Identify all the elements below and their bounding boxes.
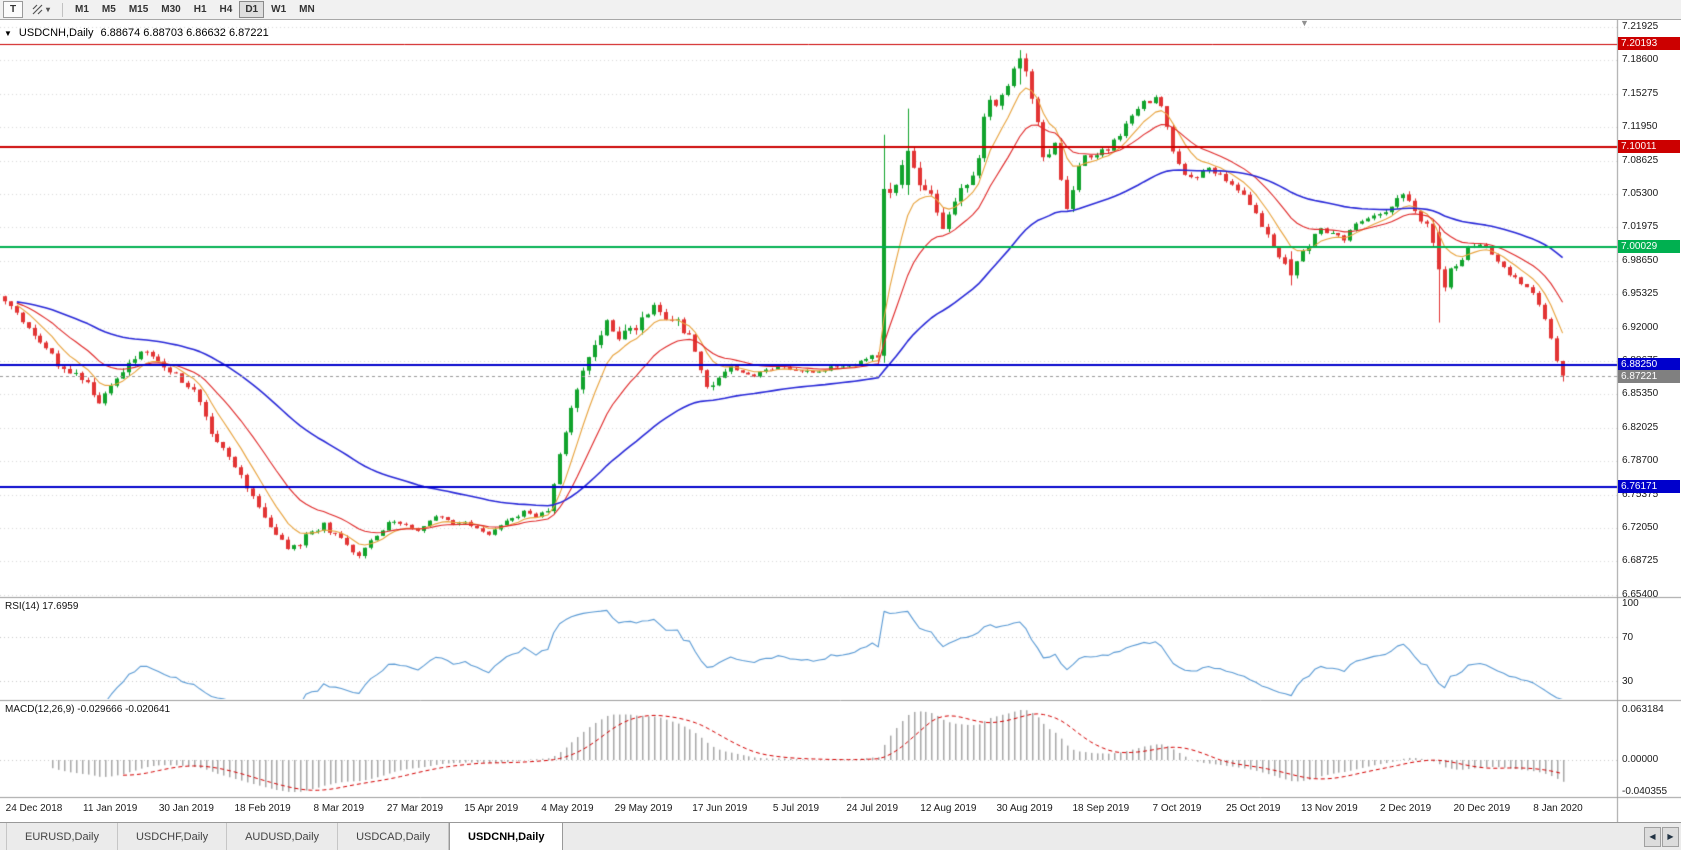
price-axis-label: 7.08625	[1622, 155, 1659, 166]
toolbar: T ▾ M1 M5 M15 M30 H1 H4 D1 W1 MN	[0, 0, 1681, 20]
chart-shift-marker-icon[interactable]: ▼	[1300, 18, 1309, 28]
chart-tab-usdcad[interactable]: USDCAD,Daily	[338, 823, 450, 850]
macd-axis-label: 0.063184	[1622, 704, 1664, 715]
date-axis-label: 29 May 2019	[614, 803, 673, 814]
date-axis-label: 8 Mar 2019	[313, 803, 365, 814]
chart-tab-bar: EURUSD,Daily USDCHF,Daily AUDUSD,Daily USDC…	[0, 822, 1681, 850]
price-axis-label: 7.05300	[1622, 188, 1659, 199]
tab-strip: EURUSD,Daily USDCHF,Daily AUDUSD,Daily USDC…	[6, 823, 564, 850]
price-level-tag: 6.88250	[1618, 358, 1680, 371]
timeframe-group: M1 M5 M15 M30 H1 H4 D1 W1 MN	[69, 1, 321, 18]
price-axis-label: 7.21925	[1622, 21, 1659, 32]
date-axis-label: 15 Apr 2019	[464, 803, 519, 814]
price-axis-label: 6.72050	[1622, 522, 1659, 533]
date-axis-label: 25 Oct 2019	[1225, 803, 1281, 814]
price-axis-label: 6.95325	[1622, 288, 1659, 299]
chart-area: ▼ ▼ USDCNH,Daily 6.88674 6.88703 6.86632…	[0, 18, 1681, 822]
rsi-axis-label: 100	[1622, 598, 1639, 609]
text-tool-button[interactable]: T	[3, 1, 23, 18]
date-axis-label: 18 Sep 2019	[1072, 803, 1130, 814]
date-axis-label: 30 Jan 2019	[158, 803, 214, 814]
price-axis-label: 7.18600	[1622, 54, 1659, 65]
chart-ohlc-values: 6.88674 6.88703 6.86632 6.87221	[100, 27, 269, 39]
date-axis-label: 20 Dec 2019	[1453, 803, 1511, 814]
tab-scroll-buttons: ◀ ▶	[1644, 823, 1681, 850]
price-axis-label: 6.85350	[1622, 388, 1659, 399]
macd-axis-label: 0.00000	[1622, 754, 1659, 765]
price-chart-canvas[interactable]	[0, 20, 1681, 822]
rsi-axis-label: 30	[1622, 676, 1634, 687]
timeframe-button-d1[interactable]: D1	[239, 1, 265, 18]
date-axis-label: 2 Dec 2019	[1380, 803, 1432, 814]
date-axis-label: 27 Mar 2019	[386, 803, 444, 814]
price-axis-label: 7.01975	[1622, 221, 1659, 232]
price-level-tag: 7.20193	[1618, 37, 1680, 50]
date-axis-label: 13 Nov 2019	[1301, 803, 1358, 814]
timeframe-button-mn[interactable]: MN	[293, 1, 321, 18]
rsi-indicator-label: RSI(14) 17.6959	[5, 601, 79, 612]
price-axis-label: 7.15275	[1622, 88, 1659, 99]
timeframe-button-h4[interactable]: H4	[214, 1, 239, 18]
timeframe-button-m1[interactable]: M1	[69, 1, 95, 18]
timeframe-button-m15[interactable]: M15	[123, 1, 154, 18]
chart-tab-eurusd[interactable]: EURUSD,Daily	[6, 823, 118, 850]
rsi-axis-label: 70	[1622, 632, 1634, 643]
chart-tab-audusd[interactable]: AUDUSD,Daily	[227, 823, 339, 850]
macd-indicator-label: MACD(12,26,9) -0.029666 -0.020641	[5, 704, 171, 715]
price-level-tag: 7.10011	[1618, 140, 1680, 153]
date-axis-label: 17 Jun 2019	[692, 803, 748, 814]
date-axis-label: 11 Jan 2019	[83, 803, 138, 814]
price-axis-label: 6.78700	[1622, 455, 1659, 466]
right-arrow-icon: ▶	[1667, 832, 1674, 841]
price-level-tag: 7.00029	[1618, 240, 1680, 253]
price-axis-label: 7.11950	[1622, 121, 1658, 132]
date-axis-label: 8 Jan 2020	[1533, 803, 1583, 814]
timeframe-button-h1[interactable]: H1	[188, 1, 213, 18]
date-axis-label: 7 Oct 2019	[1152, 803, 1202, 814]
scroll-tabs-left-button[interactable]: ◀	[1644, 826, 1661, 847]
chart-tab-usdchf[interactable]: USDCHF,Daily	[118, 823, 228, 850]
date-axis-label: 4 May 2019	[541, 803, 594, 814]
scroll-tabs-right-button[interactable]: ▶	[1662, 826, 1679, 847]
price-axis-label: 6.68725	[1622, 555, 1659, 566]
date-axis-label: 18 Feb 2019	[234, 803, 291, 814]
dropdown-caret-icon: ▾	[46, 5, 51, 14]
left-arrow-icon: ◀	[1649, 832, 1656, 841]
chart-tab-usdcnh[interactable]: USDCNH,Daily	[449, 823, 564, 850]
date-axis-label: 24 Jul 2019	[846, 803, 899, 814]
toolbar-separator	[62, 2, 64, 17]
timeframe-button-w1[interactable]: W1	[265, 1, 292, 18]
chart-title: ▼ USDCNH,Daily 6.88674 6.88703 6.86632 6…	[4, 27, 269, 39]
drawing-tools-button[interactable]: ▾	[25, 1, 56, 18]
macd-axis-label: -0.040355	[1622, 786, 1668, 797]
date-axis-label: 30 Aug 2019	[996, 803, 1053, 814]
price-axis-label: 6.82025	[1622, 422, 1659, 433]
date-axis-label: 24 Dec 2018	[5, 803, 63, 814]
timeframe-button-m5[interactable]: M5	[96, 1, 122, 18]
price-axis-label: 6.92000	[1622, 322, 1659, 333]
symbol-dropdown-icon[interactable]: ▼	[4, 28, 12, 38]
date-axis-label: 12 Aug 2019	[920, 803, 977, 814]
chart-symbol-label: USDCNH,Daily	[18, 27, 94, 39]
price-axis-label: 6.75375	[1622, 489, 1659, 500]
price-axis-label: 6.65400	[1622, 589, 1659, 600]
diagonal-arrows-icon	[32, 4, 43, 15]
price-level-tag: 6.76171	[1618, 480, 1680, 493]
price-axis-label: 6.98650	[1622, 255, 1659, 266]
current-price-tag: 6.87221	[1618, 370, 1680, 383]
date-axis-label: 5 Jul 2019	[772, 803, 820, 814]
timeframe-button-m30[interactable]: M30	[155, 1, 186, 18]
